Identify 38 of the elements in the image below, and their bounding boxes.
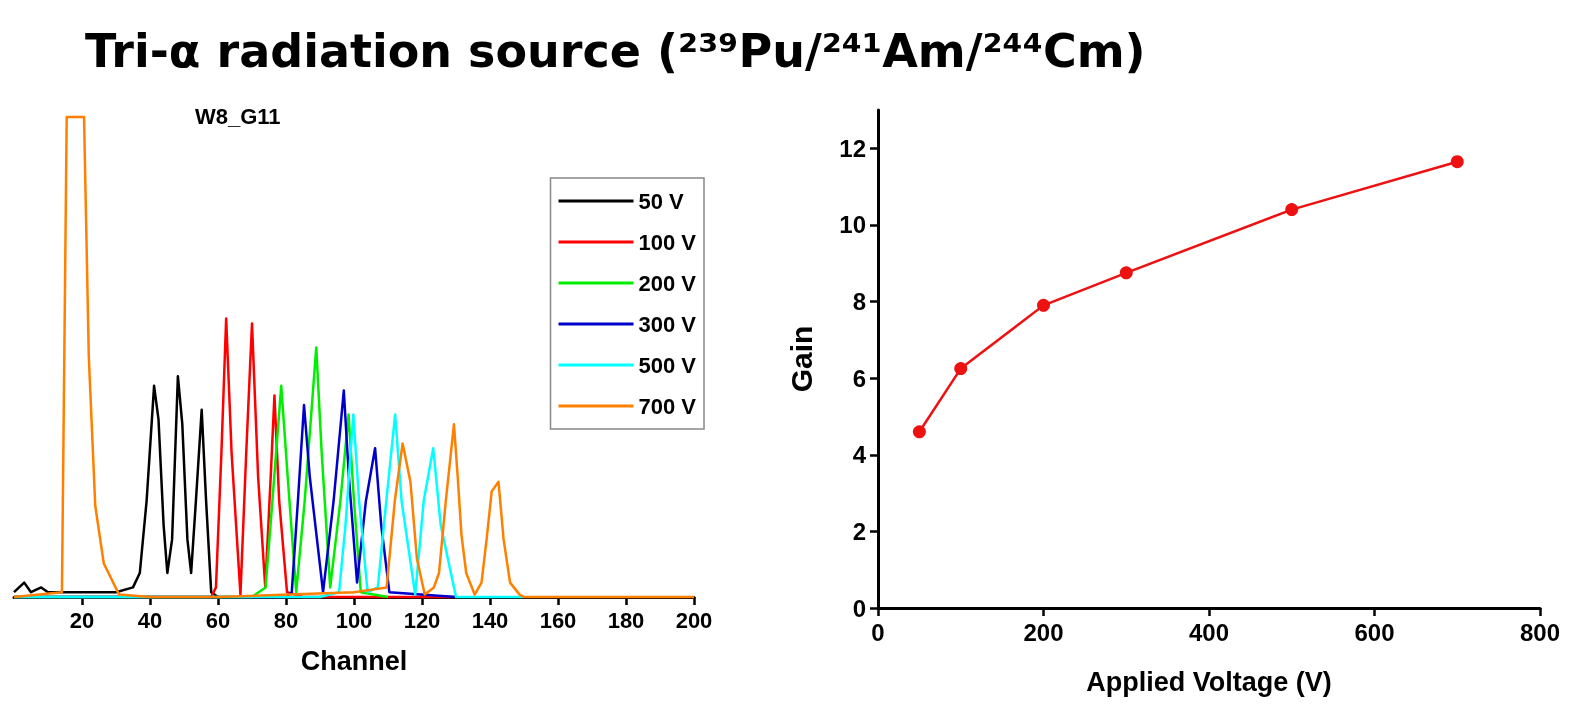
- x-tick-label: 100: [335, 607, 373, 633]
- x-tick-label: 160: [539, 607, 577, 633]
- y-tick-label: 8: [852, 288, 866, 316]
- x-tick-label: 40: [137, 607, 163, 633]
- x-axis-title: Applied Voltage (V): [1086, 666, 1332, 697]
- y-tick-label: 4: [852, 441, 867, 469]
- legend-label: 300 V: [638, 311, 697, 337]
- x-tick-label: 0: [871, 618, 885, 646]
- y-tick-label: 12: [839, 134, 866, 162]
- y-tick-label: 2: [852, 517, 866, 545]
- point: [1037, 298, 1050, 312]
- x-tick-label: 60: [205, 607, 231, 633]
- y-tick-label: 6: [852, 364, 866, 392]
- x-tick-label: 800: [1519, 618, 1561, 646]
- legend-label: 100 V: [638, 229, 697, 255]
- legend-label: 500 V: [638, 352, 697, 378]
- point: [1285, 203, 1299, 217]
- x-tick-label: 200: [675, 607, 713, 633]
- point: [954, 362, 968, 376]
- x-tick-label: 120: [403, 607, 441, 633]
- chart-title: Tri-α radiation source (²³⁹Pu/²⁴¹Am/²⁴⁴Cm): [85, 24, 1146, 78]
- x-tick-label: 80: [273, 607, 299, 633]
- x-tick-label: 400: [1188, 618, 1230, 646]
- x-axis-title: Channel: [300, 645, 408, 676]
- point: [1450, 155, 1464, 169]
- y-axis-title: Gain: [784, 325, 818, 393]
- legend-label: 700 V: [638, 393, 697, 419]
- point: [912, 425, 926, 439]
- legend-label: 200 V: [638, 270, 697, 296]
- chart-subtitle: W8_G11: [195, 103, 281, 129]
- point: [1119, 266, 1133, 280]
- x-tick-label: 180: [607, 607, 645, 633]
- x-tick-label: 20: [69, 607, 95, 633]
- x-tick-label: 140: [471, 607, 509, 633]
- x-tick-label: 600: [1354, 618, 1395, 646]
- legend-label: 50 V: [638, 188, 685, 214]
- x-tick-label: 200: [1023, 618, 1064, 646]
- y-tick-label: 10: [839, 211, 866, 239]
